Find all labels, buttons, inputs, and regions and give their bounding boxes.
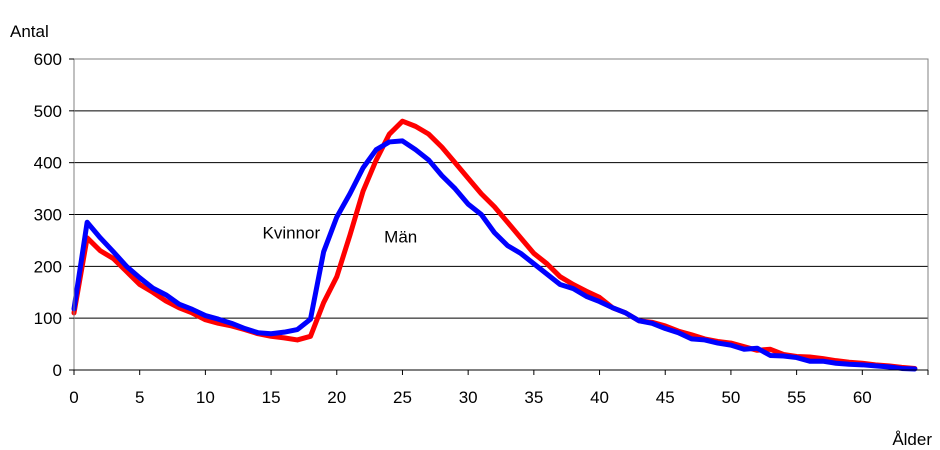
series-lines	[71, 118, 918, 372]
y-tick-label: 0	[53, 361, 62, 380]
y-tick-label: 100	[34, 309, 62, 328]
gridlines	[74, 58, 928, 319]
series-line-m-n	[71, 118, 918, 371]
series-line-kvinnor	[71, 138, 918, 372]
x-tick-label: 60	[853, 388, 872, 407]
y-tick-label: 600	[34, 50, 62, 69]
x-tick-label: 40	[590, 388, 609, 407]
x-tick-label: 55	[787, 388, 806, 407]
x-tick-label: 25	[393, 388, 412, 407]
x-tick-label: 30	[459, 388, 478, 407]
series-annotation-label: Kvinnor	[263, 224, 321, 243]
axes: 0 100 200 300 400 500 600 0 5 10 15 20 25 30 35 40 45 50 5…	[34, 50, 929, 407]
x-tick-label: 5	[135, 388, 144, 407]
x-tick-label: 10	[196, 388, 215, 407]
x-tick-label: 45	[656, 388, 675, 407]
series-annotation-label: Män	[384, 227, 417, 246]
series-annotations: Kvinnor Män	[263, 224, 418, 247]
y-tick-label: 300	[34, 206, 62, 225]
y-tick-label: 500	[34, 102, 62, 121]
x-tick-label: 35	[524, 388, 543, 407]
y-tick-label: 400	[34, 154, 62, 173]
x-tick-label: 50	[721, 388, 740, 407]
x-tick-label: 20	[327, 388, 346, 407]
x-tick-label: 0	[69, 388, 78, 407]
y-tick-label: 200	[34, 257, 62, 276]
y-axis-title: Antal	[10, 22, 49, 41]
x-axis-title: Ålder	[892, 430, 932, 449]
x-tick-label: 15	[262, 388, 281, 407]
